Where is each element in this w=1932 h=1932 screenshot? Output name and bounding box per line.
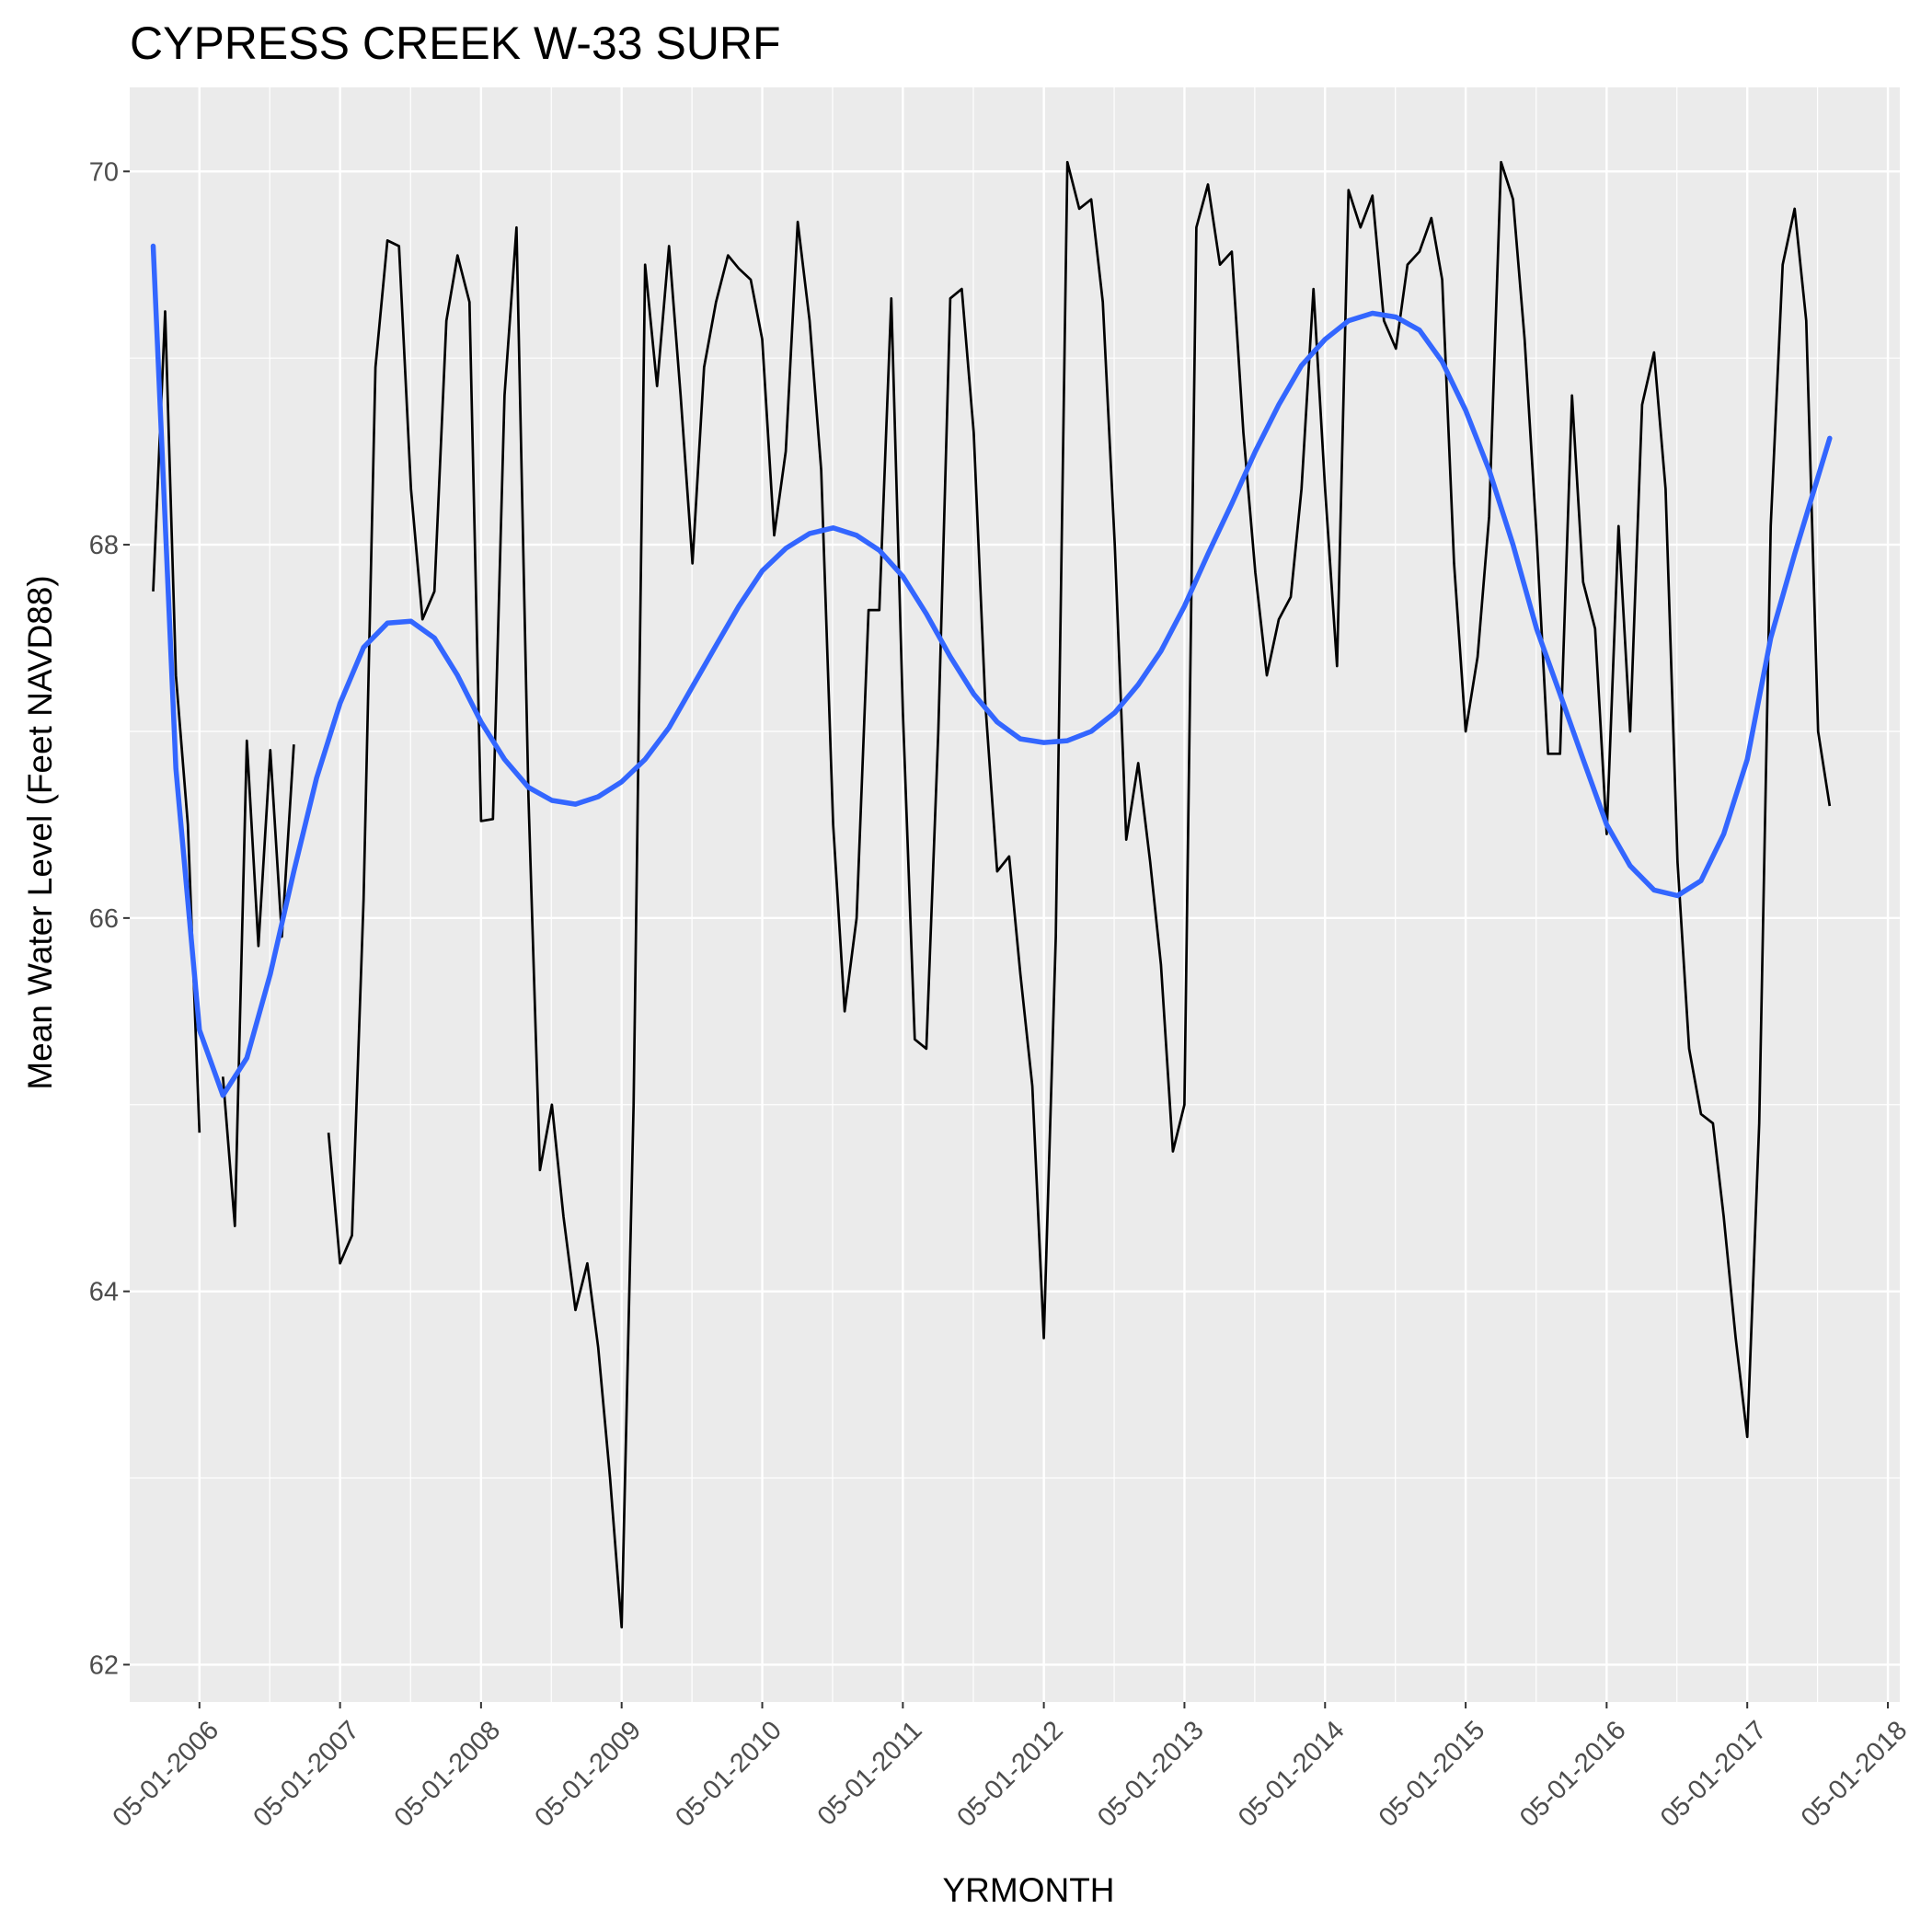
series-layer	[150, 160, 1833, 1629]
y-tick-label: 70	[89, 157, 119, 187]
y-tick-label: 62	[89, 1650, 119, 1680]
y-tick-label: 66	[89, 904, 119, 934]
y-tick-label: 68	[89, 531, 119, 560]
x-axis-title: YRMONTH	[942, 1871, 1114, 1909]
smooth-trend-line	[150, 243, 1833, 1098]
plot-panel	[130, 87, 1900, 1702]
major-gridlines	[130, 87, 1900, 1702]
y-axis-title: Mean Water Level (Feet NAVD88)	[21, 575, 59, 1089]
y-tick-label: 64	[89, 1278, 119, 1307]
chart-title: CYPRESS CREEK W-33 SURF	[130, 17, 781, 69]
